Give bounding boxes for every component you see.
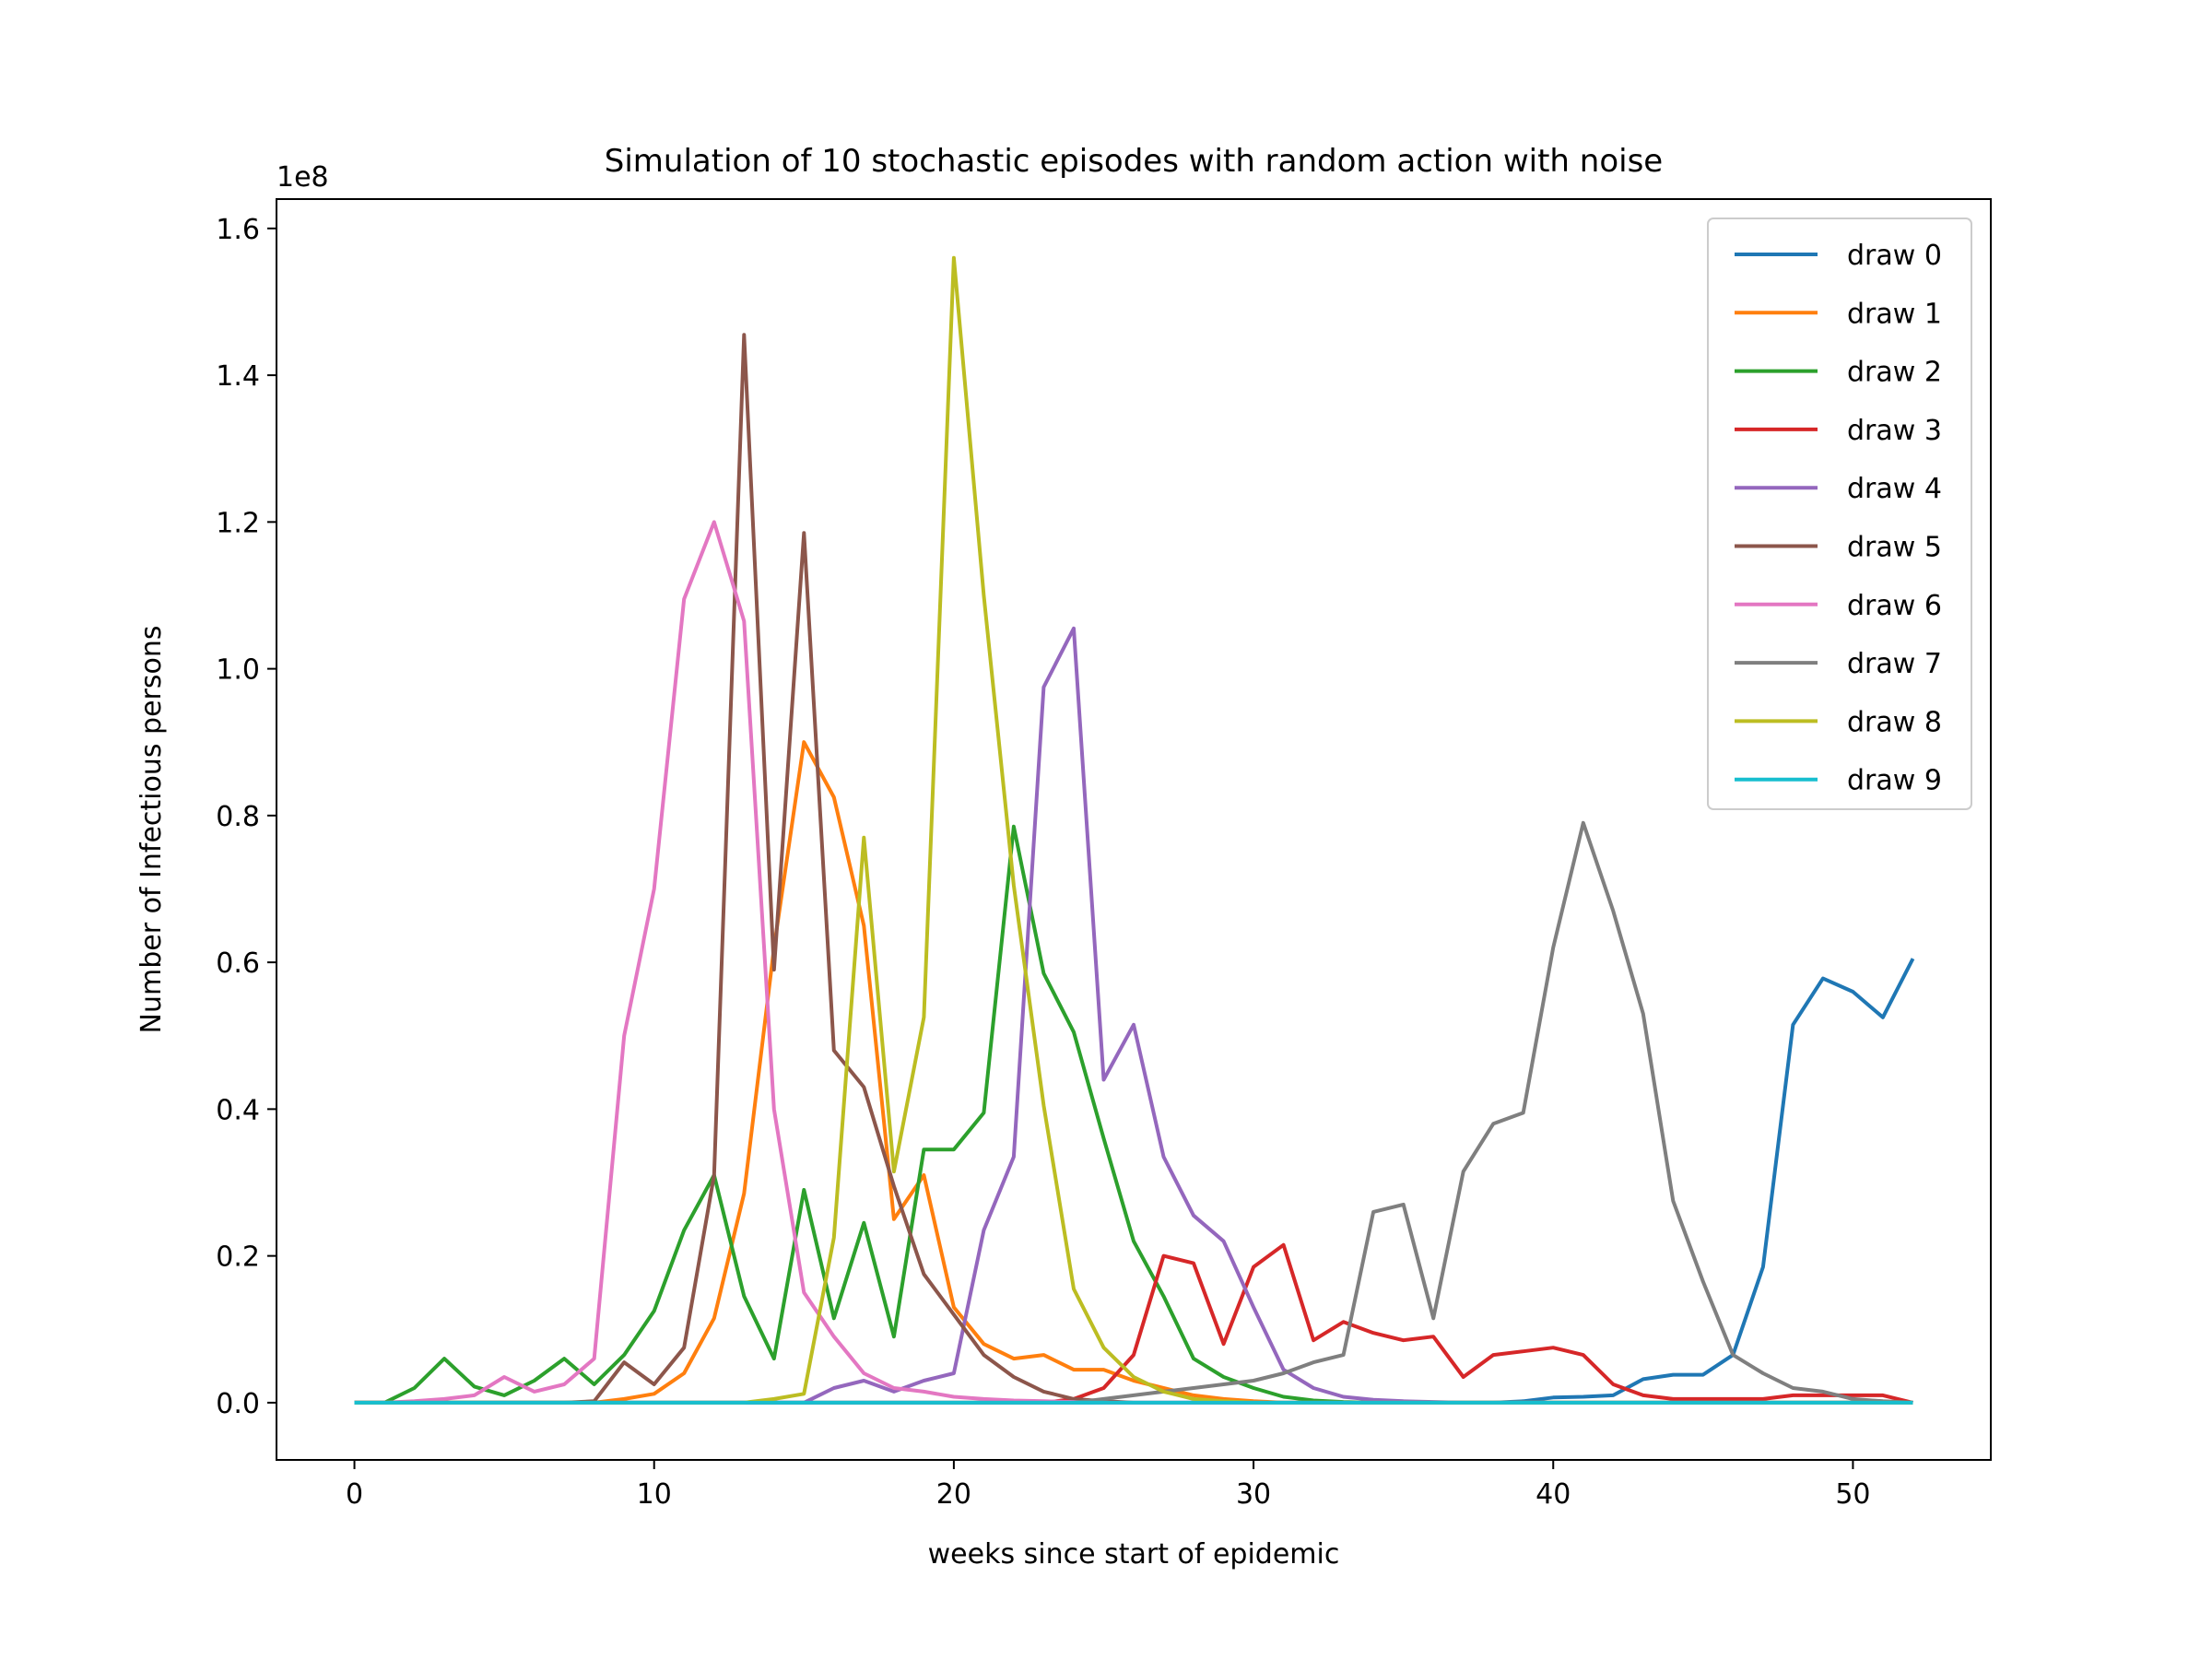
legend: draw 0 draw 1 draw 2 draw 3 draw 4 draw 5 draw…: [1707, 218, 1972, 810]
x-tick-label: 40: [1535, 1478, 1571, 1511]
legend-label-3: draw 3: [1847, 415, 1942, 447]
y-tick-label: 0.4: [216, 1094, 260, 1126]
y-axis-label: Number of Infectious persons: [135, 626, 168, 1034]
legend-label-7: draw 7: [1847, 648, 1942, 680]
y-tick-label: 1.0: [216, 654, 260, 687]
legend-label-2: draw 2: [1847, 357, 1942, 389]
legend-label-5: draw 5: [1847, 532, 1942, 564]
x-tick-label: 30: [1236, 1478, 1271, 1511]
legend-label-8: draw 8: [1847, 706, 1942, 738]
y-tick-label: 0.8: [216, 801, 260, 833]
x-axis-label: weeks since start of epidemic: [928, 1538, 1340, 1571]
legend-label-4: draw 4: [1847, 473, 1942, 505]
y-tick-label: 0.0: [216, 1388, 260, 1420]
y-tick-label: 1.2: [216, 507, 260, 539]
y-tick-label: 0.6: [216, 947, 260, 980]
legend-label-6: draw 6: [1847, 590, 1942, 622]
y-scale-label: 1e8: [276, 161, 329, 194]
chart-title: Simulation of 10 stochastic episodes wit…: [605, 143, 1663, 180]
y-axis: 0.0 0.2 0.4 0.6 0.8 1.0 1.2 1.4 1.6: [216, 214, 276, 1420]
y-tick-label: 0.2: [216, 1241, 260, 1274]
series-lines: [354, 255, 1915, 1405]
x-tick-label: 20: [936, 1478, 971, 1511]
y-tick-label: 1.6: [216, 214, 260, 246]
x-axis: 0 10 20 30 40 50: [346, 1460, 1871, 1511]
legend-label-1: draw 1: [1847, 298, 1942, 330]
legend-label-0: draw 0: [1847, 240, 1942, 272]
y-tick-label: 1.4: [216, 360, 260, 393]
x-tick-label: 50: [1835, 1478, 1870, 1511]
legend-label-9: draw 9: [1847, 765, 1942, 797]
x-tick-label: 0: [346, 1478, 363, 1511]
plot-frame: [276, 198, 1992, 1461]
x-tick-label: 10: [637, 1478, 672, 1511]
